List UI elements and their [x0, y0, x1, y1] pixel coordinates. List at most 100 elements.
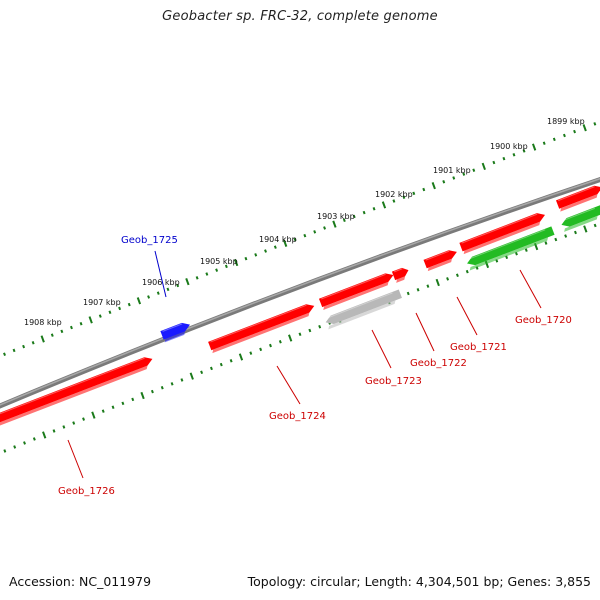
scale-minor-tick — [465, 269, 469, 274]
scale-tick-label: 1905 kbp — [200, 257, 238, 266]
scale-major-tick — [431, 182, 436, 190]
scale-tick-label: 1908 kbp — [24, 318, 62, 327]
scale-tick-label: 1899 kbp — [547, 117, 585, 126]
gene-label-geob_1720[interactable]: Geob_1720 — [515, 315, 572, 326]
scale-minor-tick — [31, 341, 35, 345]
gene-geob_1722[interactable] — [318, 271, 396, 310]
scale-minor-tick — [542, 141, 546, 145]
scale-tick-label: 1906 kbp — [142, 278, 180, 287]
gene-shadow — [463, 221, 541, 255]
gene-label-geob_1724[interactable]: Geob_1724 — [269, 411, 326, 422]
scale-minor-tick — [3, 449, 7, 453]
gene-geob_1720[interactable] — [465, 226, 555, 271]
scale-minor-tick — [372, 207, 376, 211]
scale-minor-tick — [412, 191, 416, 196]
gene-shadow — [469, 237, 549, 271]
scale-minor-tick — [50, 333, 54, 337]
scale-minor-tick — [273, 245, 277, 249]
gene-label-geob_1723[interactable]: Geob_1723 — [365, 376, 422, 387]
gene-label-geob_1725[interactable]: Geob_1725 — [121, 235, 178, 246]
gene-leader-line — [415, 312, 435, 352]
scale-minor-tick — [303, 233, 307, 238]
scale-minor-tick — [98, 314, 102, 318]
gene-shadow — [396, 276, 406, 283]
scale-minor-tick — [12, 348, 16, 353]
scale-major-tick — [283, 239, 288, 247]
scale-minor-tick — [215, 268, 219, 272]
gene-label-geob_1721[interactable]: Geob_1721 — [450, 342, 507, 353]
scale-tick-label: 1902 kbp — [375, 190, 413, 199]
gene-body — [555, 185, 600, 209]
gene-label-geob_1726[interactable]: Geob_1726 — [58, 486, 115, 497]
scale-major-tick — [234, 258, 239, 267]
scale-minor-tick — [13, 445, 17, 449]
scale-minor-tick — [342, 218, 346, 223]
scale-major-tick — [583, 225, 588, 233]
scale-major-tick — [136, 297, 142, 305]
gene-leader-line — [456, 296, 478, 336]
scale-minor-tick — [446, 277, 450, 281]
scale-minor-tick — [3, 352, 6, 356]
scale-minor-tick — [23, 441, 26, 445]
gene-block[interactable] — [560, 204, 600, 232]
gene-shadow — [212, 312, 310, 354]
scale-minor-tick — [22, 344, 26, 349]
gene-geob_1723[interactable] — [324, 289, 403, 330]
scale-minor-tick — [224, 264, 228, 269]
scale-minor-tick — [244, 256, 248, 261]
genome-backbone-highlight — [0, 177, 600, 406]
scale-major-tick — [88, 316, 93, 324]
scale-minor-tick — [402, 195, 406, 199]
scale-minor-tick — [62, 425, 66, 429]
gene-body — [391, 267, 409, 281]
scale-minor-tick — [593, 223, 597, 228]
gene-body — [467, 226, 555, 266]
gene-highlight — [467, 229, 546, 260]
gene-body — [325, 289, 402, 325]
gene-leader-line — [67, 439, 84, 479]
outer-scale-track — [3, 122, 597, 356]
scale-minor-tick — [392, 199, 396, 203]
scale-minor-tick — [111, 405, 115, 410]
scale-minor-tick — [452, 176, 456, 180]
scale-minor-tick — [573, 129, 577, 134]
scale-minor-tick — [544, 241, 548, 245]
scale-minor-tick — [60, 329, 64, 334]
gene-geob_1721[interactable] — [423, 248, 460, 272]
scale-tick-label: 1900 kbp — [490, 142, 528, 151]
gene-fragment[interactable] — [391, 266, 411, 283]
scale-minor-tick — [108, 310, 112, 314]
gene-label-geob_1722[interactable]: Geob_1722 — [410, 358, 467, 369]
scale-major-tick — [531, 143, 537, 151]
scale-minor-tick — [101, 409, 105, 413]
scale-minor-tick — [269, 343, 272, 348]
scale-minor-tick — [422, 187, 426, 192]
gene-shadow — [564, 215, 598, 232]
gene-highlight — [425, 250, 450, 261]
scale-minor-tick — [72, 421, 76, 425]
scale-minor-tick — [180, 378, 184, 382]
scale-minor-tick — [118, 306, 122, 311]
scale-minor-tick — [362, 210, 366, 215]
gene-shadow — [560, 194, 598, 212]
gene-block[interactable] — [459, 211, 547, 255]
scale-minor-tick — [512, 153, 516, 157]
accession-text: Accession: NC_011979 — [9, 574, 152, 589]
gene-body — [208, 304, 315, 351]
scale-minor-tick — [131, 397, 135, 402]
scale-minor-tick — [170, 382, 174, 386]
gene-highlight — [0, 357, 145, 416]
map-title: Geobacter sp. FRC-32, complete genome — [162, 9, 438, 24]
scale-major-tick — [332, 220, 337, 228]
gene-body — [160, 322, 191, 340]
gene-geob_1724[interactable] — [208, 302, 317, 354]
gene-geob_1725[interactable] — [160, 320, 192, 343]
gene-geob_1726[interactable] — [0, 355, 155, 427]
scale-minor-tick — [209, 366, 213, 371]
gene-block[interactable] — [555, 183, 600, 212]
gene-shadow — [328, 300, 396, 330]
scale-major-tick — [91, 411, 96, 419]
scale-minor-tick — [593, 122, 597, 126]
gene-highlight — [558, 186, 595, 202]
scale-minor-tick — [160, 385, 164, 390]
